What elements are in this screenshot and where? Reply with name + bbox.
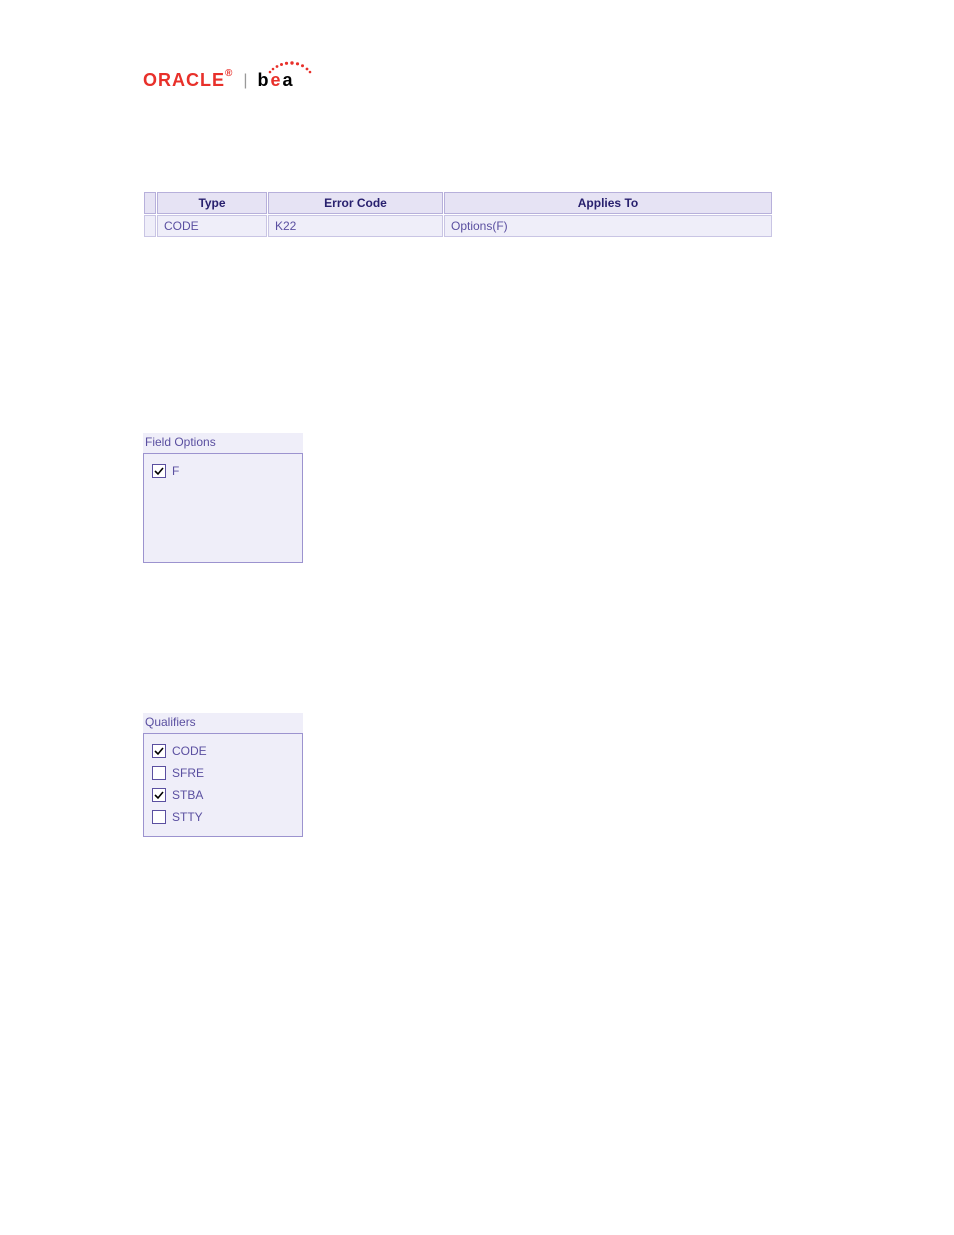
qualifier-stty-label: STTY <box>172 810 203 824</box>
logo-separator: | <box>243 72 247 90</box>
table-header-type: Type <box>157 192 267 214</box>
table-cell-selector[interactable] <box>144 215 156 237</box>
checkmark-icon <box>154 746 164 756</box>
option-f[interactable]: F <box>152 460 294 482</box>
oracle-logo: ORACLE® <box>143 70 233 91</box>
qualifier-code-label: CODE <box>172 744 207 758</box>
table-header-blank <box>144 192 156 214</box>
oracle-wordmark: ORACLE <box>143 70 225 90</box>
table-header-row: Type Error Code Applies To <box>144 192 772 214</box>
checkbox-f[interactable] <box>152 464 166 478</box>
checkbox-stty[interactable] <box>152 810 166 824</box>
table-cell-appliesto: Options(F) <box>444 215 772 237</box>
checkbox-stba[interactable] <box>152 788 166 802</box>
logo-row: ORACLE® | bea <box>143 70 814 91</box>
table-header-appliesto: Applies To <box>444 192 772 214</box>
field-options-panel: Field Options F <box>143 433 303 563</box>
qualifier-sfre-label: SFRE <box>172 766 204 780</box>
qualifiers-body: CODE SFRE STBA STTY <box>143 733 303 837</box>
checkmark-icon <box>154 466 164 476</box>
field-options-title: Field Options <box>143 433 303 453</box>
table-row[interactable]: CODE K22 Options(F) <box>144 215 772 237</box>
oracle-registered: ® <box>225 68 233 79</box>
bea-logo: bea <box>258 70 293 91</box>
checkmark-icon <box>154 790 164 800</box>
field-options-body: F <box>143 453 303 563</box>
option-f-label: F <box>172 464 179 478</box>
error-table: Type Error Code Applies To CODE K22 Opti… <box>143 191 773 238</box>
table-header-errorcode: Error Code <box>268 192 443 214</box>
table-cell-errorcode: K22 <box>268 215 443 237</box>
checkbox-sfre[interactable] <box>152 766 166 780</box>
qualifier-stba-label: STBA <box>172 788 203 802</box>
qualifier-sfre[interactable]: SFRE <box>152 762 294 784</box>
table-cell-type: CODE <box>157 215 267 237</box>
qualifier-code[interactable]: CODE <box>152 740 294 762</box>
qualifiers-panel: Qualifiers CODE SFRE STBA STTY <box>143 713 303 837</box>
qualifier-stty[interactable]: STTY <box>152 806 294 828</box>
checkbox-code[interactable] <box>152 744 166 758</box>
qualifier-stba[interactable]: STBA <box>152 784 294 806</box>
bea-arc-icon <box>264 58 312 76</box>
qualifiers-title: Qualifiers <box>143 713 303 733</box>
